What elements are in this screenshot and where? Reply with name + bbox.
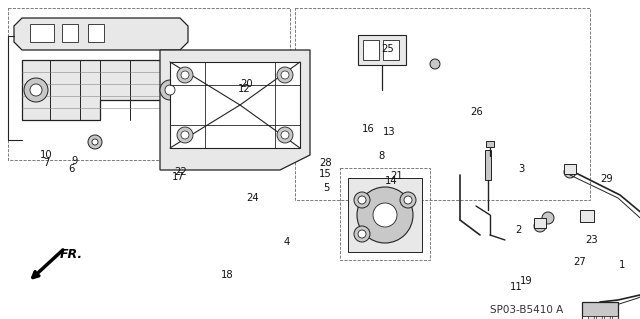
Bar <box>30 24 54 42</box>
Circle shape <box>277 127 293 143</box>
Text: 16: 16 <box>362 124 374 134</box>
Text: FR.: FR. <box>60 249 83 262</box>
Circle shape <box>165 85 175 95</box>
Text: 7: 7 <box>43 158 49 168</box>
Polygon shape <box>22 60 188 120</box>
Text: SP03-B5410 A: SP03-B5410 A <box>490 305 563 315</box>
Circle shape <box>181 131 189 139</box>
Text: 5: 5 <box>323 183 330 193</box>
Circle shape <box>358 230 366 238</box>
Bar <box>363 40 379 60</box>
Text: 19: 19 <box>520 276 532 286</box>
Bar <box>534 218 546 228</box>
Text: 26: 26 <box>470 107 483 117</box>
Bar <box>564 164 576 174</box>
Text: 8: 8 <box>378 151 385 161</box>
Polygon shape <box>160 50 310 170</box>
Circle shape <box>88 135 102 149</box>
Text: 24: 24 <box>246 193 259 203</box>
Circle shape <box>534 220 546 232</box>
Circle shape <box>404 196 412 204</box>
Text: 27: 27 <box>573 256 586 267</box>
Text: 1: 1 <box>619 260 625 270</box>
Bar <box>485 150 491 180</box>
Bar <box>358 35 406 65</box>
Circle shape <box>373 203 397 227</box>
Text: 25: 25 <box>381 44 394 55</box>
Bar <box>588 316 594 319</box>
Circle shape <box>277 67 293 83</box>
Circle shape <box>181 71 189 79</box>
Text: 2: 2 <box>515 225 522 235</box>
Circle shape <box>358 196 366 204</box>
Bar <box>582 316 618 319</box>
Text: 28: 28 <box>319 158 332 168</box>
Circle shape <box>92 139 98 145</box>
Text: 18: 18 <box>221 270 234 280</box>
Bar <box>582 302 618 319</box>
Polygon shape <box>170 62 300 148</box>
Bar <box>88 24 104 42</box>
Text: 22: 22 <box>174 167 187 177</box>
Bar <box>604 316 610 319</box>
Circle shape <box>400 192 416 208</box>
Text: 10: 10 <box>40 150 52 160</box>
Circle shape <box>177 127 193 143</box>
Text: 23: 23 <box>585 235 598 245</box>
Polygon shape <box>348 178 422 252</box>
Circle shape <box>354 192 370 208</box>
Text: 29: 29 <box>600 174 613 184</box>
Text: 3: 3 <box>518 164 525 174</box>
Circle shape <box>430 59 440 69</box>
Circle shape <box>281 131 289 139</box>
Circle shape <box>177 67 193 83</box>
Text: 20: 20 <box>240 78 253 89</box>
Bar <box>62 24 78 42</box>
Text: 6: 6 <box>68 164 75 174</box>
Circle shape <box>357 187 413 243</box>
Bar <box>383 40 399 60</box>
Text: 11: 11 <box>509 282 522 292</box>
Bar <box>580 210 594 222</box>
Text: 17: 17 <box>172 172 184 182</box>
Text: 21: 21 <box>390 171 403 182</box>
Circle shape <box>24 78 48 102</box>
Circle shape <box>542 212 554 224</box>
Bar <box>612 316 618 319</box>
Circle shape <box>160 80 180 100</box>
Circle shape <box>30 84 42 96</box>
Circle shape <box>281 71 289 79</box>
Text: 15: 15 <box>319 169 332 180</box>
Bar <box>596 316 602 319</box>
Text: 13: 13 <box>383 127 396 137</box>
Text: 12: 12 <box>238 84 251 94</box>
Circle shape <box>564 166 576 178</box>
Circle shape <box>354 226 370 242</box>
Polygon shape <box>14 18 188 50</box>
Text: 14: 14 <box>385 176 398 186</box>
Text: 4: 4 <box>284 237 290 248</box>
Text: 9: 9 <box>71 156 77 166</box>
Bar <box>486 141 494 147</box>
